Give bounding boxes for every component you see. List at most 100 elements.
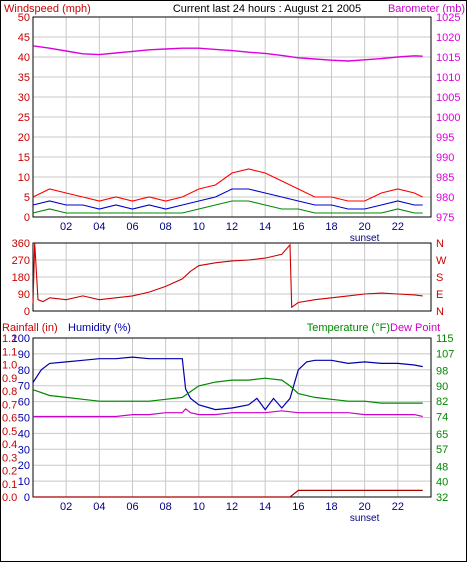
x-tick-label: 08 <box>160 221 172 233</box>
compass-label: S <box>436 272 443 284</box>
wind-direction-degree-label: 90 <box>18 289 30 301</box>
compass-label: W <box>436 255 447 267</box>
rainfall-tick-label: 0.0 <box>2 492 17 504</box>
barometer-axis-title: Barometer (mb) <box>388 3 465 15</box>
wind-direction-degree-label: 0 <box>24 306 30 318</box>
rainfall-tick-label: 0.5 <box>2 426 17 438</box>
x-tick-label: 22 <box>392 501 404 513</box>
temperature-tick-label: 74 <box>436 412 448 424</box>
rainfall-axis-title: Rainfall (in) <box>2 322 58 334</box>
humidity-tick-label: 0 <box>24 492 30 504</box>
humidity-tick-label: 70 <box>18 381 30 393</box>
windspeed-tick-label: 25 <box>18 112 30 124</box>
p3-series <box>32 356 423 498</box>
chart-title: Current last 24 hours : August 21 2005 <box>173 3 361 15</box>
barometer-tick-label: 1025 <box>436 12 460 24</box>
temperature-tick-label: 82 <box>436 396 448 408</box>
x-tick-label: 06 <box>126 221 138 233</box>
x-tick-label: 12 <box>226 501 238 513</box>
x-tick-label: 04 <box>93 221 105 233</box>
wind-direction-degree-label: 360 <box>12 238 30 250</box>
barometer-tick-label: 985 <box>436 172 454 184</box>
rainfall-tick-label: 0.9 <box>2 373 17 385</box>
x-tick-label: 12 <box>226 221 238 233</box>
humidity-tick-label: 40 <box>18 428 30 440</box>
x-tick-label: 14 <box>259 221 271 233</box>
p1-x-tick-labels: 02 04 06 08 10 12 14 16 18 20 22 sunset <box>60 221 404 244</box>
rainfall-tick-label: 0.3 <box>2 452 17 464</box>
temperature-line <box>32 377 423 404</box>
x-tick-label: 06 <box>126 501 138 513</box>
p1-series <box>32 45 423 214</box>
x-tick-label: 10 <box>193 221 205 233</box>
x-tick-label: 20 <box>359 221 371 233</box>
windspeed-tick-label: 50 <box>18 12 30 24</box>
windspeed-axis-title: Windspeed (mph) <box>4 3 91 15</box>
rainfall-tick-label: 0.6 <box>2 413 17 425</box>
humidity-tick-label: 50 <box>18 413 30 425</box>
rainfall-tick-label: 0.1 <box>2 479 17 491</box>
temperature-tick-label: 48 <box>436 461 448 473</box>
temperature-tick-label: 65 <box>436 429 448 441</box>
x-tick-label: 22 <box>392 221 404 233</box>
wind-avg-line <box>32 188 423 210</box>
rainfall-tick-label: 0.7 <box>2 399 17 411</box>
temperature-tick-label: 40 <box>436 477 448 489</box>
temperature-axis-title: Temperature (°F) <box>307 322 390 334</box>
windspeed-tick-labels: 0 5 10 15 20 25 30 35 40 45 50 <box>18 12 30 224</box>
windspeed-tick-label: 20 <box>18 132 30 144</box>
x-tick-label: 20 <box>359 501 371 513</box>
p1-plot-border <box>32 16 432 218</box>
barometer-line <box>32 45 423 62</box>
dew-point-line <box>33 408 423 418</box>
x-tick-label: 02 <box>60 221 72 233</box>
p3-grid <box>33 338 431 497</box>
rainfall-tick-label: 1.2 <box>2 333 17 345</box>
windspeed-tick-label: 30 <box>18 92 30 104</box>
p3-x-tick-labels: 02 04 06 08 10 12 14 16 18 20 22 sunset <box>60 501 404 524</box>
wind-min-line <box>32 200 423 214</box>
rainfall-tick-label: 1.0 <box>2 360 17 372</box>
barometer-tick-label: 995 <box>436 132 454 144</box>
windspeed-tick-label: 35 <box>18 72 30 84</box>
humidity-tick-labels: 0 10 20 30 40 50 60 70 80 90 100 <box>12 333 30 504</box>
rainfall-tick-label: 0.4 <box>2 439 17 451</box>
temperature-tick-label: 98 <box>436 366 448 378</box>
barometer-tick-label: 1005 <box>436 92 460 104</box>
x-tick-label: 04 <box>93 501 105 513</box>
rainfall-tick-label: 1.1 <box>2 346 17 358</box>
wind-direction-degree-labels: 0 90 180 270 360 <box>12 238 30 318</box>
windspeed-tick-label: 40 <box>18 52 30 64</box>
p1-grid <box>33 17 431 217</box>
compass-label: E <box>436 289 443 301</box>
temperature-tick-label: 57 <box>436 444 448 456</box>
rainfall-tick-label: 0.8 <box>2 386 17 398</box>
rainfall-tick-labels: 0.00.10.2 0.30.40.50.6 0.70.80.91.0 1.11.2 <box>2 333 17 504</box>
humidity-tick-label: 20 <box>18 460 30 472</box>
temperature-tick-label: 32 <box>436 492 448 504</box>
humidity-axis-title: Humidity (%) <box>68 322 131 334</box>
humidity-tick-label: 30 <box>18 444 30 456</box>
temperature-tick-labels: 32 40 48 57 65 74 82 90 98 107 115 <box>436 333 454 504</box>
x-tick-label: 10 <box>193 501 205 513</box>
sunset-annotation: sunset <box>350 513 380 524</box>
compass-label: N <box>436 306 444 318</box>
rainfall-tick-label: 0.2 <box>2 466 17 478</box>
barometer-tick-labels: 975 980 985 990 995 1000 1005 1010 1015 1020 1025 <box>436 12 460 224</box>
humidity-tick-label: 60 <box>18 397 30 409</box>
barometer-tick-label: 990 <box>436 152 454 164</box>
temperature-tick-label: 115 <box>436 333 454 345</box>
x-tick-label: 16 <box>292 221 304 233</box>
p2-plot-border <box>32 242 432 312</box>
barometer-tick-label: 1000 <box>436 112 460 124</box>
wind-direction-degree-label: 180 <box>12 272 30 284</box>
sunset-annotation: sunset <box>350 233 380 244</box>
humidity-tick-label: 90 <box>18 349 30 361</box>
barometer-tick-label: 1010 <box>436 72 460 84</box>
x-tick-label: 18 <box>325 501 337 513</box>
